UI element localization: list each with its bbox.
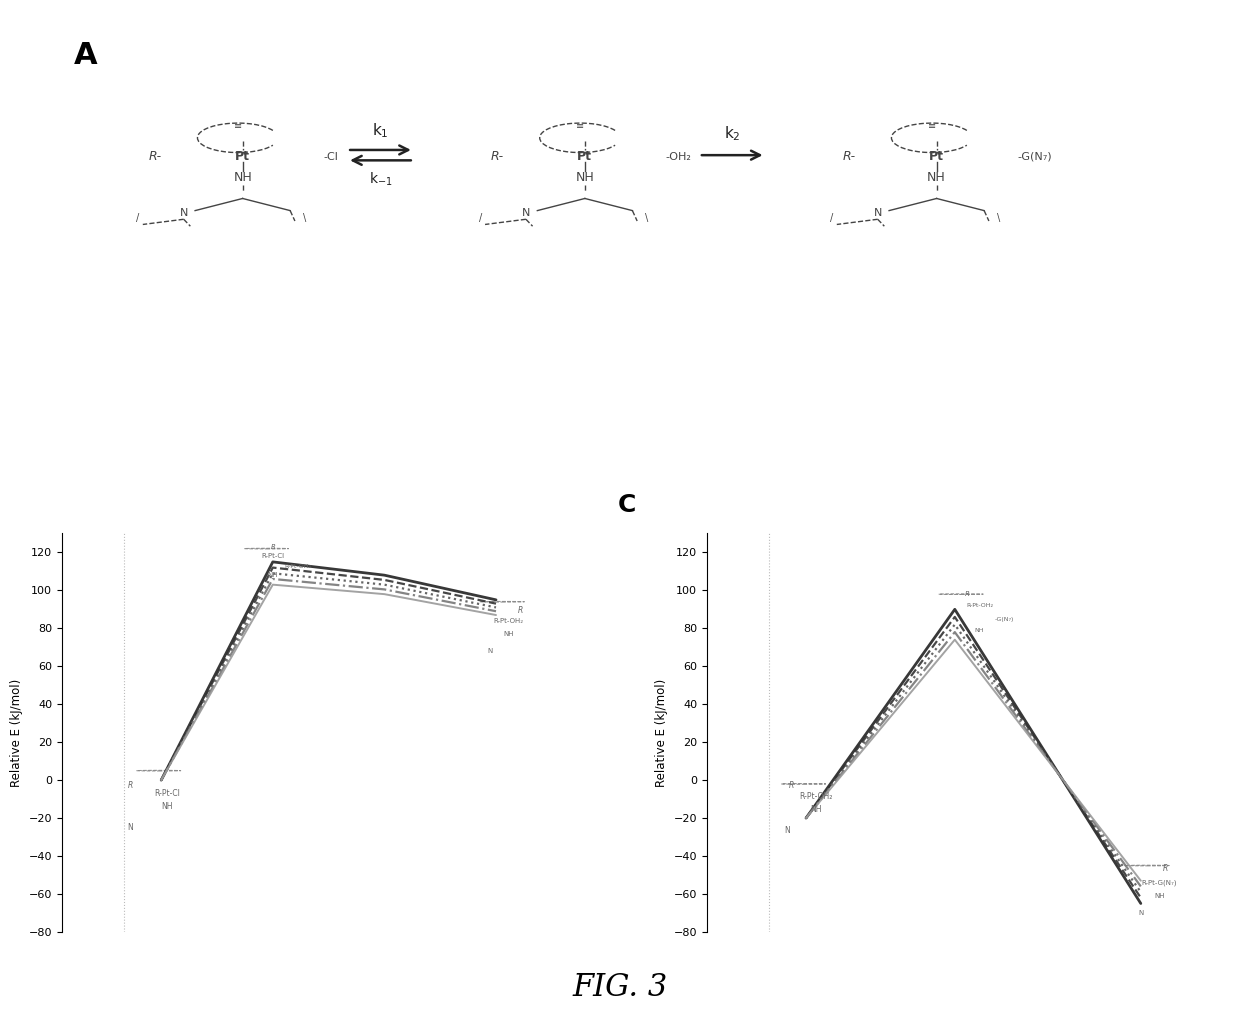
- Text: A: A: [73, 41, 97, 70]
- Text: NH: NH: [1154, 892, 1164, 899]
- Text: N: N: [1138, 910, 1143, 916]
- Text: R: R: [518, 606, 523, 615]
- Text: R-: R-: [843, 150, 856, 163]
- Text: C: C: [618, 493, 636, 518]
- Text: NH: NH: [503, 631, 513, 637]
- Text: k$_1$: k$_1$: [372, 121, 389, 140]
- Text: R-Pt-Cl: R-Pt-Cl: [262, 553, 284, 559]
- Text: -G(N₇): -G(N₇): [994, 617, 1014, 622]
- Y-axis label: Relative E (kJ/mol): Relative E (kJ/mol): [655, 679, 668, 787]
- Text: k$_2$: k$_2$: [724, 125, 740, 143]
- Text: R: R: [128, 781, 133, 790]
- Text: Pt: Pt: [578, 150, 593, 163]
- Text: R-Pt-OH₂: R-Pt-OH₂: [966, 604, 993, 609]
- Text: N: N: [487, 648, 492, 654]
- Text: NH: NH: [975, 628, 985, 633]
- Text: R: R: [270, 544, 275, 550]
- Text: -Cl: -Cl: [324, 152, 339, 162]
- Text: R-Pt-OH₂: R-Pt-OH₂: [284, 563, 311, 568]
- Text: NH: NH: [268, 572, 278, 578]
- Text: R: R: [965, 591, 970, 597]
- Y-axis label: Relative E (kJ/mol): Relative E (kJ/mol): [10, 679, 24, 787]
- Text: NH: NH: [810, 805, 822, 814]
- Text: ≡: ≡: [928, 121, 936, 131]
- Text: R-Pt-G(N₇): R-Pt-G(N₇): [1142, 879, 1177, 886]
- Text: FIG. 3: FIG. 3: [573, 971, 667, 1003]
- Text: Pt: Pt: [236, 150, 250, 163]
- Text: R-Pt-Cl: R-Pt-Cl: [155, 789, 180, 798]
- Text: N: N: [522, 208, 531, 218]
- Text: R-: R-: [149, 150, 161, 163]
- Text: /: /: [831, 213, 833, 223]
- Text: -G(N₇): -G(N₇): [1017, 152, 1052, 162]
- Text: -OH₂: -OH₂: [666, 152, 692, 162]
- Text: Pt: Pt: [929, 150, 944, 163]
- Text: \: \: [303, 213, 306, 223]
- Text: ≡: ≡: [577, 121, 584, 131]
- Text: \: \: [997, 213, 999, 223]
- Text: N: N: [873, 208, 882, 218]
- Text: NH: NH: [233, 171, 252, 184]
- Text: NH: NH: [928, 171, 946, 184]
- Text: NH: NH: [575, 171, 594, 184]
- Text: R-Pt-OH₂: R-Pt-OH₂: [800, 792, 832, 801]
- Text: ≡: ≡: [234, 121, 242, 131]
- Text: N: N: [785, 827, 790, 836]
- Text: R: R: [789, 781, 794, 790]
- Text: NH: NH: [161, 802, 174, 811]
- Text: /: /: [479, 213, 482, 223]
- Text: k$_{-1}$: k$_{-1}$: [368, 171, 392, 188]
- Text: \: \: [645, 213, 649, 223]
- Text: R-: R-: [491, 150, 503, 163]
- Text: R-Pt-OH₂: R-Pt-OH₂: [494, 618, 523, 624]
- Text: /: /: [136, 213, 140, 223]
- Text: N: N: [180, 208, 188, 218]
- Text: N: N: [128, 824, 133, 832]
- Text: R: R: [1163, 864, 1168, 873]
